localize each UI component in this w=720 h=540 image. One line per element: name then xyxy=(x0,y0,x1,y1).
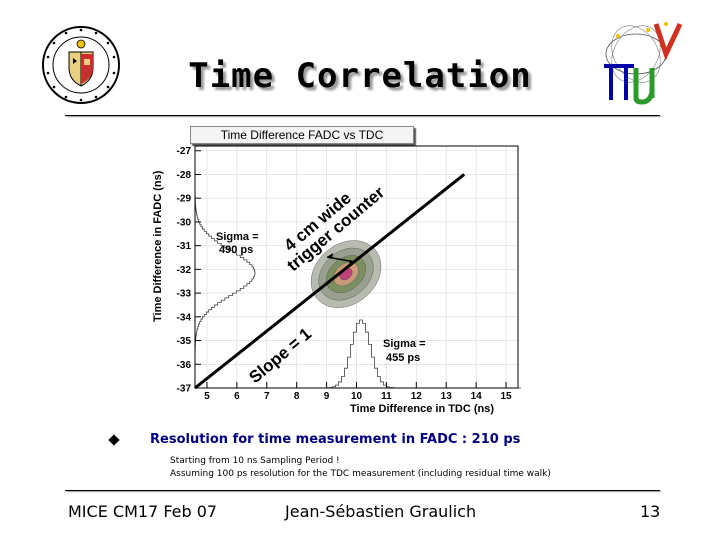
y-tick-label: -27 xyxy=(177,146,192,157)
x-projection-histogram xyxy=(195,319,521,389)
university-seal-logo xyxy=(42,26,120,104)
slope-annotation: Slope = 1 xyxy=(245,324,315,387)
y-tick-label: -33 xyxy=(177,289,192,300)
scatter-chart: 5 6 7 8 9 10 11 12 13 14 15 -27 -28 -29 -30 -31 -32 -33 -3… xyxy=(177,145,521,402)
sigma-y-value: 490 ps xyxy=(219,244,253,256)
footer-event: MICE CM17 Feb 07 xyxy=(68,502,218,521)
sub-bullet-2: Assuming 100 ps resolution for the TDC m… xyxy=(170,469,551,479)
y-projection-histogram xyxy=(194,146,256,388)
x-tick-label: 6 xyxy=(234,391,240,402)
y-tick-label: -37 xyxy=(177,384,192,395)
x-tick-label: 5 xyxy=(204,391,210,402)
sigma-x-label: Sigma = xyxy=(383,338,426,350)
arrow-head-right xyxy=(349,260,355,266)
footer-author: Jean-Sébastien Graulich xyxy=(285,502,477,521)
footer-divider xyxy=(65,490,660,491)
y-tick-label: -30 xyxy=(177,217,192,228)
x-tick-label: 14 xyxy=(471,391,483,402)
x-axis-label: Time Difference in TDC (ns) xyxy=(350,403,495,415)
title-divider xyxy=(65,115,660,116)
x-tick-label: 9 xyxy=(324,391,330,402)
y-tick-label: -31 xyxy=(177,241,192,252)
y-tick-label: -35 xyxy=(177,336,192,347)
mice-pi-mu-nu-logo xyxy=(604,22,683,105)
sub-bullet-1: Starting from 10 ns Sampling Period ! xyxy=(170,456,340,466)
fit-line xyxy=(194,173,466,390)
x-tick-label: 13 xyxy=(441,391,453,402)
chart-title: Time Difference FADC vs TDC xyxy=(190,126,414,144)
x-tick-label: 12 xyxy=(411,391,423,402)
x-tick-label: 8 xyxy=(294,391,300,402)
ticks: 5 6 7 8 9 10 11 12 13 14 15 -27 -28 -29 -30 -31 -32 -33 -3… xyxy=(177,146,512,402)
y-tick-label: -28 xyxy=(177,170,192,181)
x-tick-label: 15 xyxy=(500,391,512,402)
bullet-text: Resolution for time measurement in FADC … xyxy=(150,432,521,447)
bullet-marker xyxy=(108,434,120,446)
y-tick-label: -32 xyxy=(177,265,192,276)
scatter-cluster xyxy=(310,240,382,308)
y-tick-label: -29 xyxy=(177,194,192,205)
sigma-y-label: Sigma = xyxy=(216,231,259,243)
page-number: 13 xyxy=(640,502,661,521)
x-tick-label: 7 xyxy=(264,391,270,402)
x-tick-label: 10 xyxy=(351,391,363,402)
sigma-x-value: 455 ps xyxy=(386,352,420,364)
y-tick-label: -36 xyxy=(177,360,192,371)
slide-title: Time Correlation xyxy=(188,56,532,96)
x-tick-label: 11 xyxy=(381,391,392,402)
fit-line-group xyxy=(194,173,466,390)
y-tick-label: -34 xyxy=(177,312,192,323)
arrow-head-left xyxy=(327,253,333,259)
